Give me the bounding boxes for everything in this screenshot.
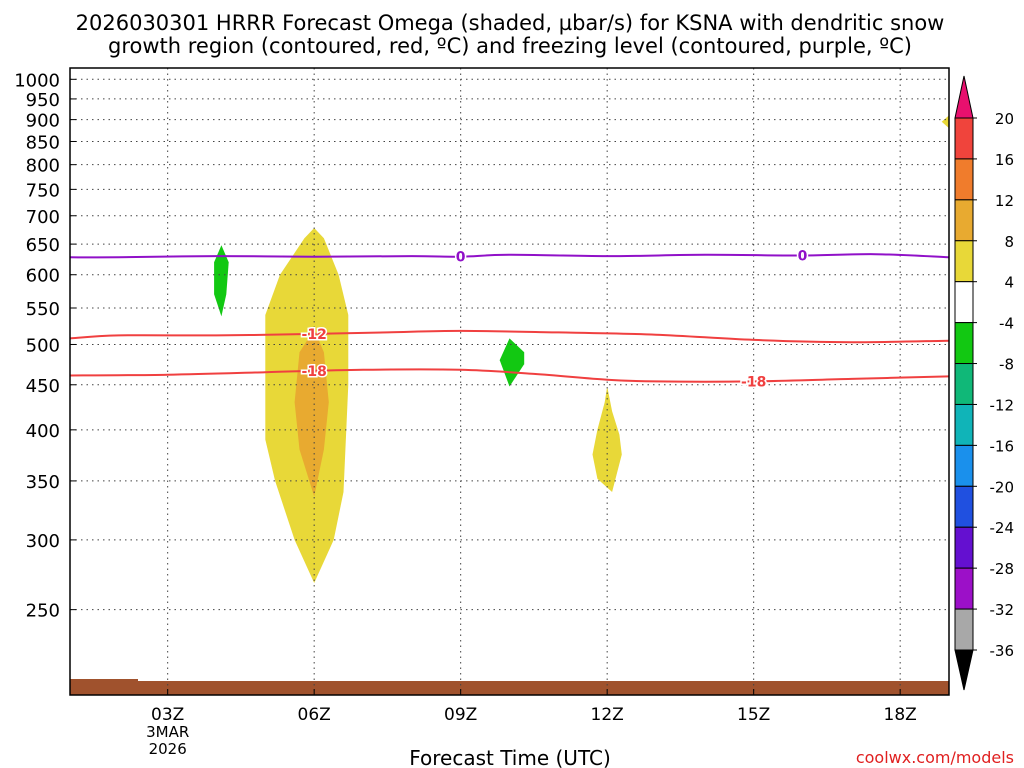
- colorbar-swatch: [954, 158, 974, 201]
- colorbar-swatch: [954, 322, 974, 365]
- colorbar-label: 8: [1004, 233, 1014, 251]
- x-tick-year: 2026: [149, 740, 187, 758]
- contour-line: [69, 253, 950, 259]
- chart-title-line2: growth region (contoured, red, ºC) and f…: [108, 34, 912, 58]
- x-tick-label: 03Z: [151, 705, 184, 725]
- colorbar-swatch: [954, 199, 974, 242]
- y-tick-label: 1000: [14, 70, 60, 91]
- x-tick-label: 15Z: [737, 705, 770, 725]
- y-tick-label: 950: [26, 90, 60, 111]
- colorbar-swatch: [954, 485, 974, 528]
- ground-terrain: [70, 679, 949, 695]
- colorbar-label: -24: [990, 519, 1015, 537]
- colorbar-swatch: [954, 403, 974, 446]
- contour-label: -18: [741, 374, 766, 390]
- colorbar-top-arrow: [954, 75, 974, 119]
- y-tick-label: 750: [26, 180, 60, 201]
- contour-lines: -18 -18 -12 0 0: [69, 247, 950, 392]
- ground-strip: [70, 681, 949, 695]
- y-tick-label: 650: [26, 235, 60, 256]
- y-tick-label: 400: [26, 421, 60, 442]
- x-tick-label: 09Z: [444, 705, 477, 725]
- x-tick-label: 18Z: [884, 705, 917, 725]
- omega-region: [941, 115, 949, 129]
- x-tick-date: 3MAR: [146, 723, 189, 741]
- omega-region: [214, 245, 229, 317]
- contour-label: -12: [302, 327, 327, 343]
- colorbar-label: -20: [990, 478, 1015, 496]
- ground-bump: [70, 679, 138, 682]
- plot-grid: [70, 68, 949, 695]
- y-tick-label: 700: [26, 207, 60, 228]
- y-tick-label: 900: [26, 111, 60, 132]
- colorbar-label: 4: [1004, 274, 1014, 292]
- y-tick-label: 250: [26, 601, 60, 622]
- y-tick-label: 500: [26, 335, 60, 356]
- colorbar-label: 20: [995, 110, 1014, 128]
- contour-line: [69, 329, 950, 344]
- colorbar-swatch: [954, 608, 974, 651]
- y-tick-label: 300: [26, 531, 60, 552]
- colorbar-label: -32: [990, 601, 1015, 619]
- colorbar-label: -8: [999, 356, 1014, 374]
- colorbar-label: -12: [990, 396, 1015, 414]
- colorbar-label: 16: [995, 151, 1014, 169]
- colorbar-swatch: [954, 117, 974, 160]
- x-tick-label: 12Z: [591, 705, 624, 725]
- colorbar-swatch: [954, 281, 974, 324]
- y-tick-label: 450: [26, 376, 60, 397]
- colorbar-label: -4: [999, 315, 1014, 333]
- contour-label: 0: [456, 250, 466, 266]
- colorbar: 20 16 12 8 4 -4 -8 -12 -16 -20 -24 -28 -32 -36: [954, 75, 1015, 691]
- colorbar-swatch: [954, 363, 974, 405]
- colorbar-label: -16: [990, 437, 1015, 455]
- colorbar-swatch: [954, 526, 974, 569]
- plot-frame: [69, 67, 950, 696]
- y-tick-label: 850: [26, 132, 60, 153]
- contour-label: -18: [302, 364, 327, 380]
- colorbar-swatch: [954, 444, 974, 487]
- x-tick-label: 06Z: [298, 705, 331, 725]
- contour-label: 0: [798, 248, 808, 264]
- colorbar-label: -28: [990, 560, 1015, 578]
- y-tick-label: 350: [26, 472, 60, 493]
- colorbar-swatch: [954, 240, 974, 283]
- omega-region: [592, 386, 622, 492]
- y-tick-label: 600: [26, 266, 60, 287]
- omega-regions: [214, 115, 949, 583]
- credit-text[interactable]: coolwx.com/models: [856, 748, 1014, 767]
- colorbar-swatch: [954, 567, 974, 610]
- x-axis-label: Forecast Time (UTC): [409, 746, 611, 768]
- chart-title-line1: 2026030301 HRRR Forecast Omega (shaded, …: [76, 11, 945, 35]
- colorbar-label: -36: [990, 642, 1015, 660]
- contour-line: [69, 368, 950, 383]
- colorbar-label: 12: [995, 192, 1014, 210]
- y-tick-label: 800: [26, 156, 60, 177]
- omega-region: [499, 338, 525, 387]
- pressure-axis: 2503003504004505005506006507007508008509…: [14, 70, 76, 622]
- y-tick-label: 550: [26, 299, 60, 320]
- colorbar-bottom-arrow: [954, 649, 974, 691]
